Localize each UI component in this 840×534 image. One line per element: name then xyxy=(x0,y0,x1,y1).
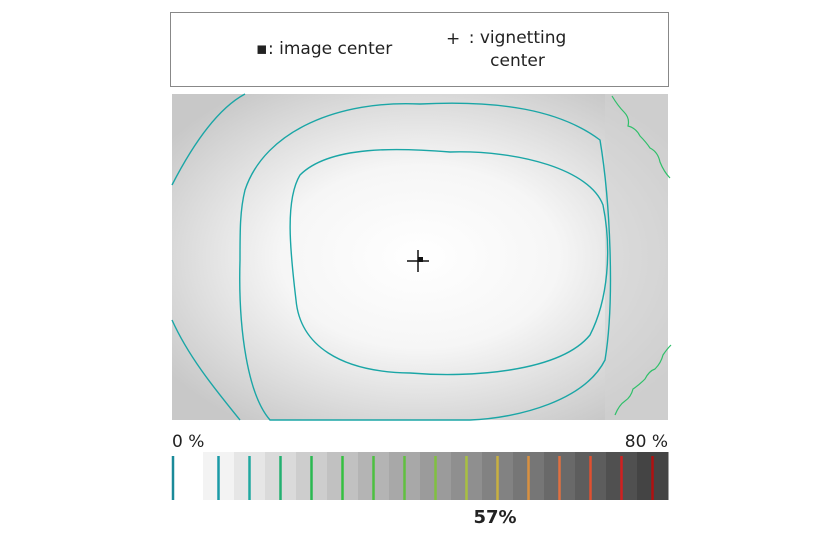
contour-inner xyxy=(289,148,609,376)
result-value: 57% xyxy=(473,507,516,528)
contour-outer xyxy=(239,102,612,421)
image-edge-strip xyxy=(605,94,668,420)
contour-corner xyxy=(171,319,241,421)
contour-wave xyxy=(611,95,671,179)
contours-edge xyxy=(611,95,672,416)
color-scale xyxy=(171,452,669,500)
contour-corner xyxy=(171,93,246,186)
scale-min: 0 % xyxy=(172,432,204,452)
legend-label: : image center xyxy=(268,39,392,59)
legend-label-box: : vignetting center xyxy=(468,28,567,71)
scale-max: 80 % xyxy=(625,432,668,452)
legend-symbol: + xyxy=(446,29,460,49)
legend-symbol: ▪ xyxy=(256,39,268,59)
legend-label: : vignetting center xyxy=(468,28,567,71)
contours xyxy=(171,93,612,421)
scale-segment xyxy=(172,452,204,500)
image-center xyxy=(418,257,423,262)
legend-box xyxy=(170,12,669,87)
contour-wave xyxy=(614,344,672,416)
